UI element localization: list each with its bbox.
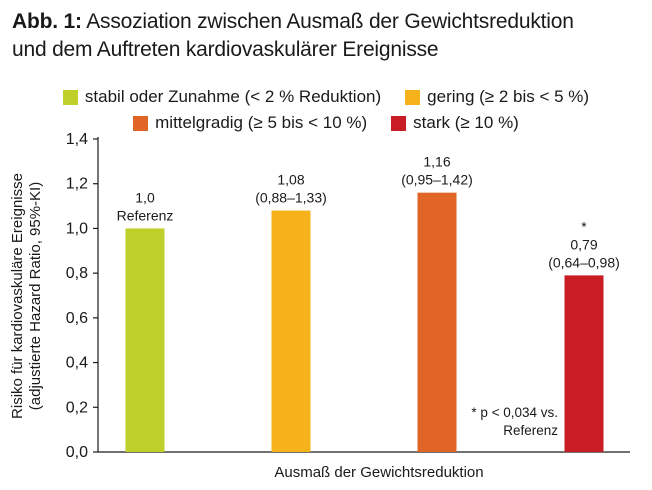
legend-label: stabil oder Zunahme (< 2 % Reduktion) — [84, 87, 382, 106]
legend-swatch — [133, 115, 149, 131]
bar-value-label: 1,0 — [135, 189, 155, 205]
bar-value-label: * — [581, 218, 587, 234]
bar-value-label: 1,16 — [423, 154, 450, 170]
bar-value-label: (0,95–1,42) — [401, 172, 473, 188]
bar — [125, 228, 165, 452]
y-tick-label: 1,0 — [66, 220, 88, 237]
legend-swatch — [62, 89, 78, 105]
bar — [271, 210, 311, 452]
bar — [564, 275, 604, 452]
bar-value-label: (0,88–1,33) — [255, 190, 327, 206]
figure-label: Abb. 1: — [12, 10, 82, 33]
bar-value-label: (0,64–0,98) — [548, 254, 620, 270]
title-line-1: Assoziation zwischen Ausmaß der Gewichts… — [86, 10, 574, 33]
legend-row-1: stabil oder Zunahme (< 2 % Reduktion) ge… — [0, 86, 652, 108]
legend-item-gering: gering (≥ 2 bis < 5 %) — [405, 86, 589, 108]
y-axis-title-line-2: (adjustierte Hazard Ratio, 95%-KI) — [27, 182, 44, 410]
y-tick-label: 0,4 — [66, 355, 88, 372]
y-tick-label: 0,0 — [66, 444, 88, 461]
figure-title: Abb. 1: Assoziation zwischen Ausmaß der … — [12, 8, 642, 64]
bar-value-label: Referenz — [117, 207, 174, 223]
y-axis-title-line-1: Risiko für kardiovaskuläre Ereignisse — [9, 173, 26, 419]
footnote-line-1: * p < 0,034 vs. — [471, 405, 558, 420]
legend-item-mittelgradig: mittelgradig (≥ 5 bis < 10 %) — [133, 112, 367, 134]
y-tick-label: 0,6 — [66, 310, 88, 327]
y-tick-label: 0,8 — [66, 265, 88, 282]
legend-swatch — [405, 89, 421, 105]
bar-value-label: 0,79 — [570, 236, 597, 252]
legend-label: gering (≥ 2 bis < 5 %) — [427, 87, 590, 106]
bar — [417, 192, 457, 452]
bar-value-label: 1,08 — [277, 172, 304, 188]
y-tick-label: 1,2 — [66, 176, 88, 193]
legend-swatch — [391, 115, 407, 131]
legend-item-stabil: stabil oder Zunahme (< 2 % Reduktion) — [62, 86, 382, 108]
legend-item-stark: stark (≥ 10 %) — [391, 112, 519, 134]
footnote-line-2: Referenz — [503, 423, 558, 438]
y-tick-label: 0,2 — [66, 399, 88, 416]
x-axis-title: Ausmaß der Gewichtsreduktion — [274, 464, 483, 481]
y-tick-label: 1,4 — [66, 131, 88, 148]
legend-label: stark (≥ 10 %) — [413, 113, 519, 132]
title-line-2: und dem Auftreten kardiovaskulärer Ereig… — [12, 38, 439, 61]
legend-label: mittelgradig (≥ 5 bis < 10 %) — [155, 113, 368, 132]
legend-row-2: mittelgradig (≥ 5 bis < 10 %) stark (≥ 1… — [0, 112, 652, 134]
